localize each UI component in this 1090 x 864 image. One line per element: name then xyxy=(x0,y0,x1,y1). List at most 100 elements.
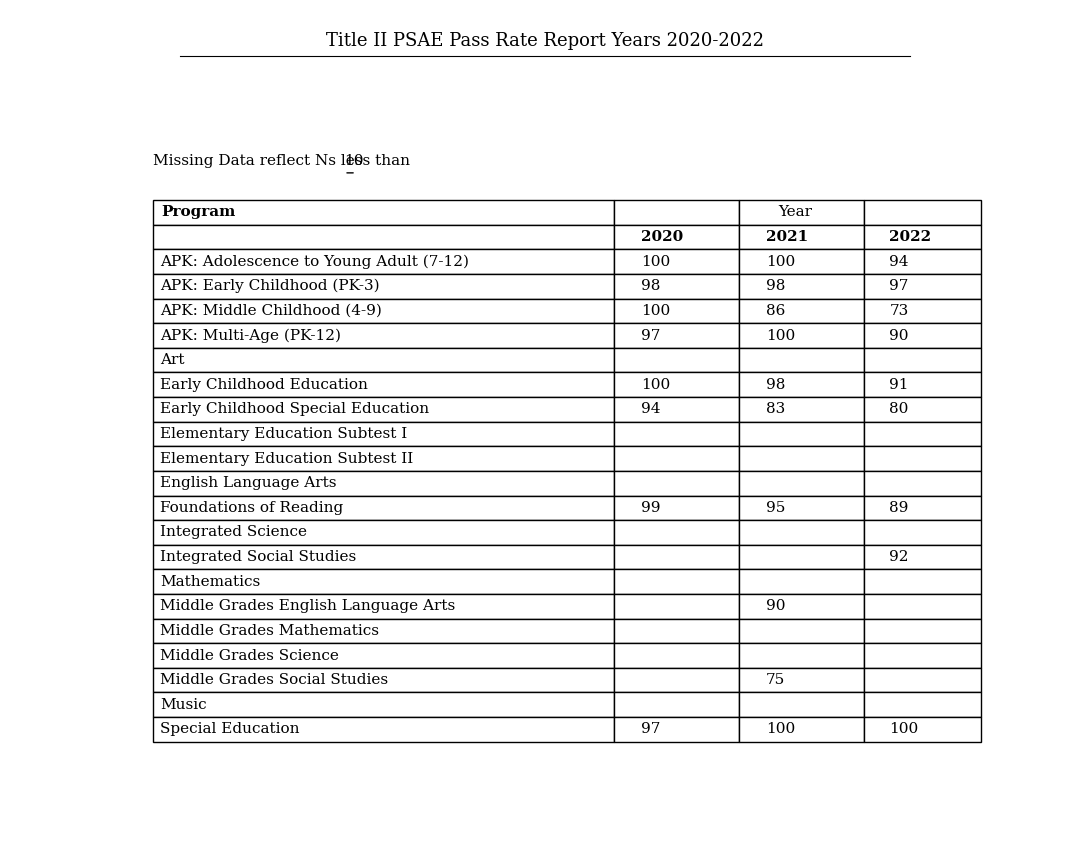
Bar xyxy=(614,274,739,299)
Text: Missing Data reflect Ns less than: Missing Data reflect Ns less than xyxy=(153,154,415,168)
Bar xyxy=(614,471,739,496)
Bar xyxy=(614,200,739,225)
Text: 98: 98 xyxy=(641,279,661,293)
Bar xyxy=(739,397,863,422)
Text: 91: 91 xyxy=(889,378,909,391)
Text: 98: 98 xyxy=(766,279,786,293)
Bar xyxy=(863,594,981,619)
Bar xyxy=(153,594,614,619)
Bar xyxy=(739,250,863,274)
Text: Title II PSAE Pass Rate Report Years 2020-2022: Title II PSAE Pass Rate Report Years 202… xyxy=(326,32,764,50)
Bar xyxy=(153,372,614,397)
Text: 83: 83 xyxy=(766,403,785,416)
Bar xyxy=(153,520,614,545)
Text: APK: Early Childhood (PK-3): APK: Early Childhood (PK-3) xyxy=(160,279,379,294)
Text: 92: 92 xyxy=(889,550,909,564)
Text: Middle Grades Science: Middle Grades Science xyxy=(160,649,339,663)
Bar xyxy=(614,717,739,741)
Text: Middle Grades English Language Arts: Middle Grades English Language Arts xyxy=(160,600,456,613)
Text: APK: Multi-Age (PK-12): APK: Multi-Age (PK-12) xyxy=(160,328,341,343)
Text: 100: 100 xyxy=(766,722,796,736)
Bar xyxy=(863,520,981,545)
Bar xyxy=(153,668,614,692)
Bar xyxy=(153,569,614,594)
Bar xyxy=(153,225,614,250)
Bar xyxy=(863,692,981,717)
Bar xyxy=(153,692,614,717)
Bar xyxy=(863,643,981,668)
Text: 80: 80 xyxy=(889,403,909,416)
Text: APK: Adolescence to Young Adult (7-12): APK: Adolescence to Young Adult (7-12) xyxy=(160,255,469,269)
Text: 99: 99 xyxy=(641,501,661,515)
Text: 100: 100 xyxy=(766,255,796,269)
Bar xyxy=(614,299,739,323)
Bar xyxy=(739,545,863,569)
Bar xyxy=(153,619,614,643)
Text: 75: 75 xyxy=(766,673,785,687)
Bar xyxy=(614,397,739,422)
Bar xyxy=(739,372,863,397)
Text: Early Childhood Education: Early Childhood Education xyxy=(160,378,367,391)
Bar xyxy=(863,225,981,250)
Text: 97: 97 xyxy=(641,328,661,342)
Bar xyxy=(863,569,981,594)
Text: 2022: 2022 xyxy=(889,230,932,244)
Bar xyxy=(739,717,863,741)
Text: Music: Music xyxy=(160,698,206,712)
Text: 97: 97 xyxy=(641,722,661,736)
Bar xyxy=(614,545,739,569)
Bar xyxy=(739,447,863,471)
Text: 100: 100 xyxy=(641,304,670,318)
Bar xyxy=(153,274,614,299)
Bar xyxy=(153,323,614,348)
Text: 2020: 2020 xyxy=(641,230,683,244)
Text: 97: 97 xyxy=(889,279,909,293)
Text: 100: 100 xyxy=(641,378,670,391)
Text: English Language Arts: English Language Arts xyxy=(160,476,337,490)
Bar xyxy=(614,619,739,643)
Bar xyxy=(739,225,863,250)
Bar xyxy=(739,520,863,545)
Text: 2021: 2021 xyxy=(766,230,809,244)
Bar xyxy=(739,594,863,619)
Bar xyxy=(739,692,863,717)
Bar xyxy=(614,496,739,520)
Text: 94: 94 xyxy=(889,255,909,269)
Bar xyxy=(153,397,614,422)
Bar xyxy=(614,348,739,372)
Text: 10: 10 xyxy=(344,154,364,168)
Bar xyxy=(739,619,863,643)
Bar xyxy=(614,643,739,668)
Bar xyxy=(863,422,981,447)
Bar xyxy=(863,471,981,496)
Text: 90: 90 xyxy=(766,600,786,613)
Bar xyxy=(739,348,863,372)
Bar xyxy=(739,299,863,323)
Text: Middle Grades Mathematics: Middle Grades Mathematics xyxy=(160,624,379,638)
Bar xyxy=(614,422,739,447)
Text: Foundations of Reading: Foundations of Reading xyxy=(160,501,343,515)
Bar xyxy=(739,422,863,447)
Bar xyxy=(863,447,981,471)
Bar xyxy=(739,569,863,594)
Bar xyxy=(153,643,614,668)
Text: Year: Year xyxy=(778,206,812,219)
Bar xyxy=(614,594,739,619)
Text: 73: 73 xyxy=(889,304,909,318)
Bar xyxy=(863,200,981,225)
Bar xyxy=(614,692,739,717)
Text: Program: Program xyxy=(161,206,235,219)
Bar xyxy=(739,323,863,348)
Bar xyxy=(739,274,863,299)
Bar xyxy=(614,225,739,250)
Bar xyxy=(863,348,981,372)
Bar xyxy=(739,668,863,692)
Bar xyxy=(153,348,614,372)
Bar xyxy=(614,447,739,471)
Text: 98: 98 xyxy=(766,378,786,391)
Text: 100: 100 xyxy=(641,255,670,269)
Bar xyxy=(863,496,981,520)
Bar xyxy=(153,422,614,447)
Text: Integrated Science: Integrated Science xyxy=(160,525,307,539)
Text: 90: 90 xyxy=(889,328,909,342)
